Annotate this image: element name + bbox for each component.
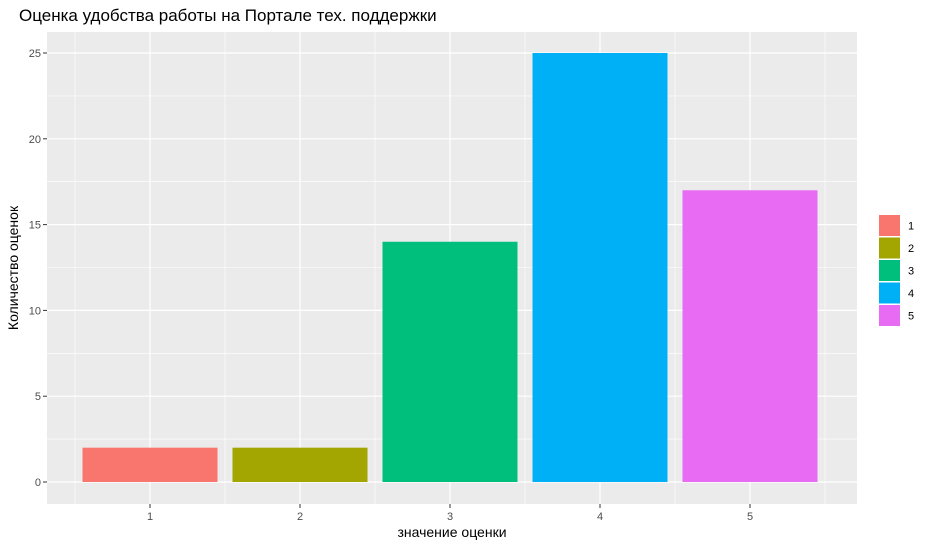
legend-key-2 bbox=[879, 237, 900, 259]
axes: 0 5 10 15 20 25 1 2 3 4 5 bbox=[29, 48, 753, 523]
x-tick-label: 2 bbox=[297, 511, 303, 523]
legend-label-3: 3 bbox=[908, 266, 914, 278]
y-tick-label: 0 bbox=[35, 477, 41, 489]
bar-3 bbox=[382, 241, 518, 482]
bar-5 bbox=[682, 190, 818, 482]
y-tick-label: 20 bbox=[29, 134, 41, 146]
bar-2 bbox=[232, 447, 368, 482]
y-tick-label: 25 bbox=[29, 48, 41, 60]
y-tick-label: 15 bbox=[29, 220, 41, 232]
legend-label-5: 5 bbox=[908, 311, 914, 323]
legend-key-5 bbox=[879, 305, 900, 326]
x-tick-label: 5 bbox=[747, 511, 753, 523]
x-tick-label: 1 bbox=[147, 511, 153, 523]
bar-1 bbox=[82, 447, 218, 482]
legend-key-4 bbox=[879, 282, 900, 304]
x-tick-label: 3 bbox=[447, 511, 453, 523]
y-tick-label: 5 bbox=[35, 391, 41, 403]
x-tick-label: 4 bbox=[597, 511, 603, 523]
bar-4 bbox=[532, 53, 668, 482]
legend-label-4: 4 bbox=[908, 288, 914, 300]
chart-title: Оценка удобства работы на Портале тех. п… bbox=[19, 6, 437, 25]
y-axis-title: Количество оценок bbox=[5, 205, 21, 330]
legend-key-1 bbox=[879, 215, 900, 236]
legend-label-2: 2 bbox=[908, 243, 914, 255]
legend-key-3 bbox=[879, 260, 900, 281]
legend: 1 2 3 4 5 bbox=[879, 215, 914, 326]
x-axis-title: значение оценки bbox=[397, 524, 506, 540]
legend-label-1: 1 bbox=[908, 221, 914, 233]
bars bbox=[82, 53, 818, 482]
y-tick-label: 10 bbox=[29, 305, 41, 317]
